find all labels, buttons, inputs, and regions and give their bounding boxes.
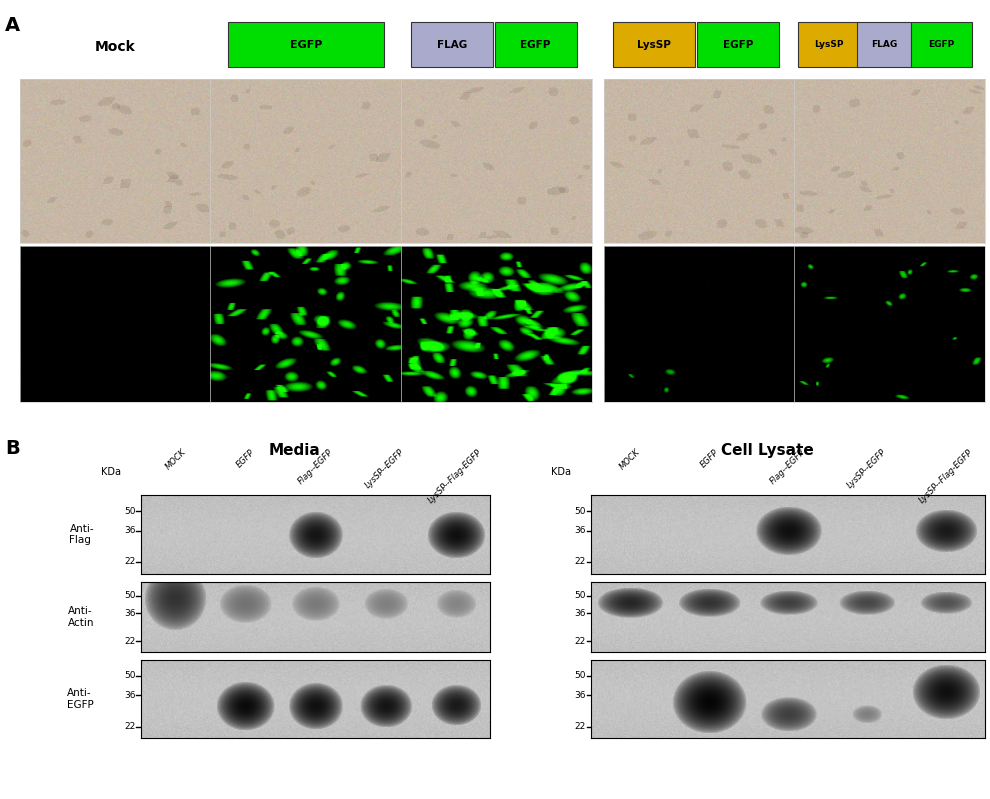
Text: Mock: Mock bbox=[95, 40, 136, 54]
Text: 36: 36 bbox=[124, 690, 136, 700]
FancyBboxPatch shape bbox=[411, 22, 493, 67]
FancyBboxPatch shape bbox=[495, 22, 576, 67]
Text: LysSP: LysSP bbox=[814, 40, 843, 49]
Text: 36: 36 bbox=[574, 526, 586, 535]
Text: LysSP: LysSP bbox=[638, 40, 671, 50]
Text: 22: 22 bbox=[125, 637, 136, 646]
Text: 36: 36 bbox=[124, 526, 136, 535]
Text: 22: 22 bbox=[125, 722, 136, 731]
Text: LysSP--EGFP: LysSP--EGFP bbox=[845, 447, 888, 490]
Text: 22: 22 bbox=[575, 722, 586, 731]
Text: MOCK: MOCK bbox=[163, 447, 188, 471]
Text: Flag--EGFP: Flag--EGFP bbox=[296, 447, 335, 486]
Text: KDa: KDa bbox=[551, 467, 571, 478]
Text: EGFP: EGFP bbox=[723, 40, 753, 50]
Text: 36: 36 bbox=[574, 609, 586, 618]
Text: FLAG: FLAG bbox=[871, 40, 897, 49]
FancyBboxPatch shape bbox=[697, 22, 779, 67]
Text: KDa: KDa bbox=[101, 467, 121, 478]
Text: EGFP: EGFP bbox=[235, 447, 256, 469]
Text: 50: 50 bbox=[124, 591, 136, 600]
Text: MOCK: MOCK bbox=[619, 447, 643, 471]
Text: 50: 50 bbox=[124, 671, 136, 680]
Text: EGFP: EGFP bbox=[290, 40, 322, 50]
FancyBboxPatch shape bbox=[857, 22, 911, 67]
Text: 36: 36 bbox=[124, 609, 136, 618]
Text: EGFP: EGFP bbox=[928, 40, 954, 49]
Text: LysSP--EGFP: LysSP--EGFP bbox=[364, 447, 407, 490]
Text: Cell Lysate: Cell Lysate bbox=[721, 443, 814, 459]
Text: 50: 50 bbox=[574, 507, 586, 515]
FancyBboxPatch shape bbox=[228, 22, 384, 67]
Text: EGFP: EGFP bbox=[521, 40, 550, 50]
Text: 36: 36 bbox=[574, 690, 586, 700]
Text: B: B bbox=[5, 439, 20, 459]
Text: FLAG: FLAG bbox=[437, 40, 467, 50]
Text: EGFP: EGFP bbox=[698, 447, 720, 469]
Text: 22: 22 bbox=[125, 558, 136, 566]
Text: Media: Media bbox=[268, 443, 321, 459]
Text: A: A bbox=[5, 16, 20, 35]
Text: 22: 22 bbox=[575, 558, 586, 566]
Text: LysSP--Flag-EGFP: LysSP--Flag-EGFP bbox=[917, 447, 974, 505]
FancyBboxPatch shape bbox=[911, 22, 972, 67]
Text: Anti-
Actin: Anti- Actin bbox=[67, 606, 94, 628]
Text: 22: 22 bbox=[575, 637, 586, 646]
Text: Anti-
Flag: Anti- Flag bbox=[69, 523, 94, 546]
Text: 50: 50 bbox=[124, 507, 136, 515]
Text: Anti-
EGFP: Anti- EGFP bbox=[67, 688, 94, 710]
Text: LysSP--Flag-EGFP: LysSP--Flag-EGFP bbox=[427, 447, 484, 505]
Text: 50: 50 bbox=[574, 591, 586, 600]
FancyBboxPatch shape bbox=[613, 22, 695, 67]
Text: Flag--EGFP: Flag--EGFP bbox=[769, 447, 807, 486]
Text: 50: 50 bbox=[574, 671, 586, 680]
FancyBboxPatch shape bbox=[798, 22, 859, 67]
